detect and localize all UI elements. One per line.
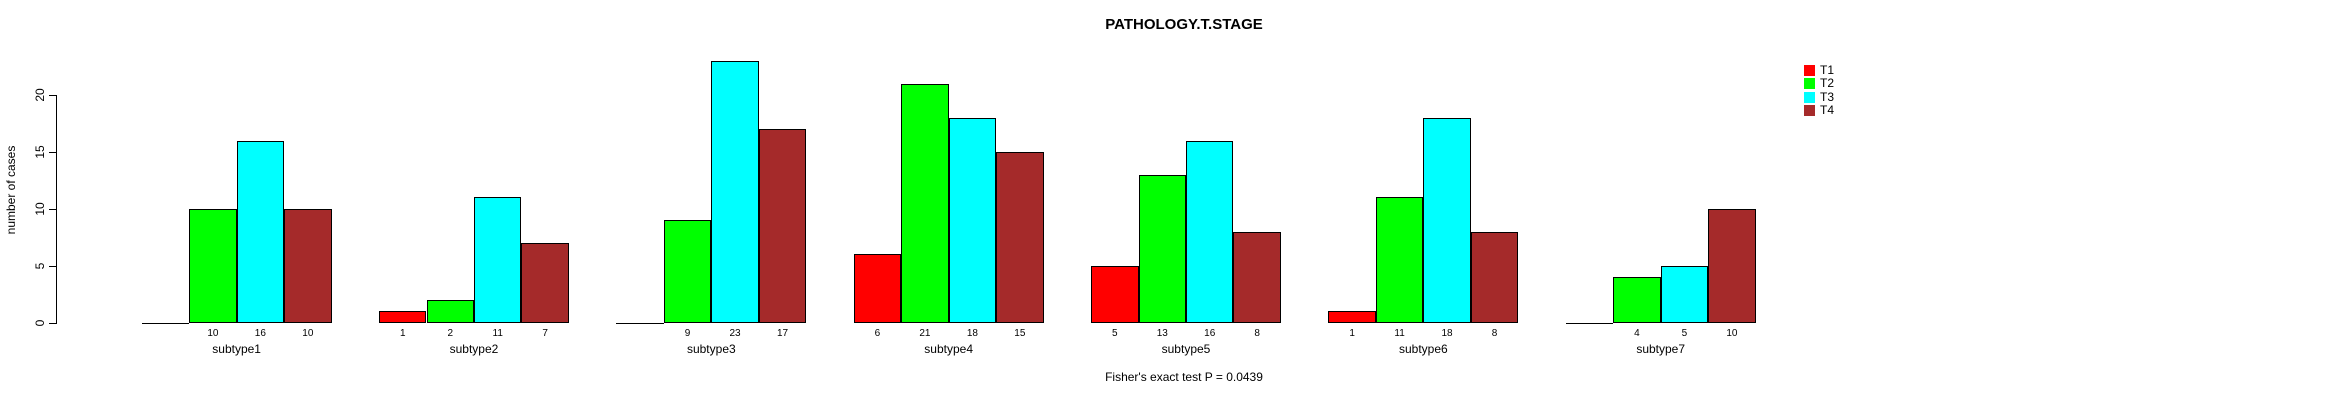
bar-t3-subtype1 [236, 140, 285, 323]
bar-t1-subtype5 [1091, 265, 1139, 323]
y-tick [49, 95, 56, 97]
bar-value-label: 21 [919, 328, 931, 339]
category-label: subtype7 [1636, 342, 1686, 356]
y-tick [49, 208, 56, 210]
bar-t2-subtype6 [1375, 197, 1424, 323]
category-label: subtype1 [212, 342, 261, 356]
y-axis-label: number of cases [4, 145, 18, 235]
bar-zero-t1-subtype1 [141, 322, 190, 324]
legend-item-t3: T3 [1804, 89, 1835, 104]
bar-t1-subtype6 [1328, 311, 1376, 323]
fisher-test-subtitle: Fisher's exact test P = 0.0439 [1105, 370, 1263, 384]
bar-t1-subtype4 [853, 254, 902, 323]
bar-value-label: 10 [207, 328, 219, 339]
y-tick-label: 5 [33, 262, 47, 270]
category-label: subtype2 [449, 342, 499, 356]
legend-label: T3 [1820, 89, 1835, 104]
bar-value-label: 10 [1726, 328, 1738, 339]
y-tick-label: 20 [33, 88, 47, 102]
y-tick-label: 0 [33, 319, 47, 327]
bar-value-label: 5 [1112, 328, 1118, 339]
bar-t2-subtype7 [1613, 277, 1661, 323]
bar-value-label: 11 [1394, 328, 1405, 339]
bar-value-label: 4 [1634, 328, 1640, 339]
bar-t3-subtype6 [1423, 117, 1471, 323]
legend-swatch-t3 [1804, 91, 1815, 103]
legend-swatch-t4 [1804, 104, 1815, 116]
bar-t2-subtype3 [663, 220, 712, 323]
legend-item-t1: T1 [1804, 63, 1835, 77]
bar-value-label: 2 [447, 328, 454, 339]
legend-swatch-t2 [1804, 78, 1815, 90]
bar-t2-subtype2 [426, 299, 474, 323]
bar-value-label: 16 [1204, 328, 1216, 339]
bar-value-label: 5 [1681, 328, 1688, 339]
category-label: subtype6 [1398, 342, 1448, 356]
category-label: subtype4 [924, 342, 973, 356]
bar-t3-subtype5 [1185, 140, 1234, 323]
bar-value-label: 8 [1491, 328, 1498, 339]
y-tick [49, 151, 56, 153]
legend-label: T1 [1820, 63, 1835, 77]
y-tick-label: 10 [33, 202, 47, 216]
chart-title: PATHOLOGY.T.STAGE [1105, 16, 1263, 33]
bar-zero-t1-subtype7 [1565, 322, 1614, 324]
bar-value-label: 15 [1014, 328, 1026, 339]
legend-swatch-t1 [1804, 65, 1815, 76]
bar-t2-subtype4 [901, 83, 949, 323]
bar-value-label: 18 [1441, 328, 1453, 339]
bar-value-label: 23 [729, 328, 741, 339]
bar-t1-subtype2 [379, 311, 427, 323]
bar-value-label: 18 [966, 328, 978, 339]
legend-item-t2: T2 [1804, 76, 1835, 91]
bar-value-label: 11 [492, 328, 503, 339]
y-tick-label: 15 [33, 145, 47, 159]
bar-t3-subtype4 [948, 117, 997, 323]
bar-value-label: 17 [776, 328, 789, 339]
bar-t4-subtype3 [758, 129, 807, 323]
y-axis [56, 95, 57, 324]
bar-t3-subtype7 [1660, 265, 1709, 323]
bar-t4-subtype6 [1470, 231, 1519, 323]
bar-value-label: 1 [399, 328, 406, 339]
bar-value-label: 1 [1349, 328, 1355, 339]
y-tick [49, 265, 56, 267]
bar-zero-t1-subtype3 [616, 322, 664, 324]
bar-value-label: 13 [1156, 328, 1168, 339]
bar-value-label: 8 [1254, 328, 1260, 339]
bar-t4-subtype2 [521, 243, 569, 323]
bar-t2-subtype1 [189, 208, 237, 323]
category-label: subtype3 [686, 342, 736, 356]
legend-item-t4: T4 [1804, 102, 1835, 117]
bar-t3-subtype2 [473, 197, 522, 323]
bar-value-label: 6 [874, 328, 881, 339]
category-label: subtype5 [1161, 342, 1211, 356]
bar-value-label: 7 [542, 328, 548, 339]
bar-t4-subtype1 [284, 208, 332, 323]
bar-value-label: 16 [254, 328, 266, 339]
bar-t4-subtype5 [1233, 231, 1281, 323]
bar-t4-subtype4 [996, 151, 1044, 323]
legend-label: T2 [1820, 76, 1835, 91]
legend-label: T4 [1820, 102, 1835, 117]
bar-t3-subtype3 [711, 60, 759, 323]
bar-t2-subtype5 [1138, 174, 1186, 323]
y-tick [49, 322, 56, 324]
bar-t4-subtype7 [1708, 208, 1756, 323]
bar-value-label: 9 [684, 328, 691, 339]
bar-value-label: 10 [302, 328, 314, 339]
